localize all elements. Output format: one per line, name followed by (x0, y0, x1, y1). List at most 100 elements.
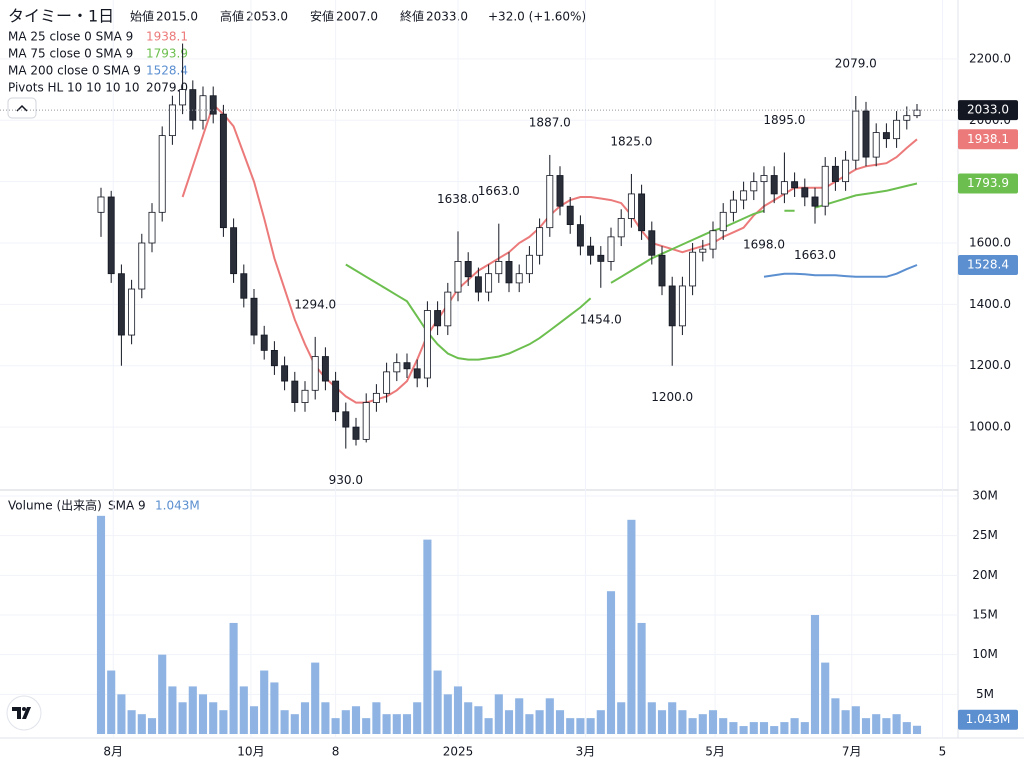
pivot-label: 1887.0 (529, 115, 571, 129)
volume-bar (647, 702, 656, 734)
x-tick-label: 8月 (103, 745, 123, 759)
candle-body (842, 159, 850, 183)
candle-body (260, 334, 268, 351)
x-tick-label: 5月 (705, 745, 725, 759)
ohlc-label: 終値 (400, 9, 424, 24)
ma-line (345, 182, 918, 361)
volume-bar (657, 710, 667, 734)
price-change: +32.0 (+1.60%) (488, 10, 586, 24)
volume-bar (770, 726, 779, 734)
volume-tick-label: 10M (972, 647, 998, 661)
pivot-label: 1895.0 (763, 113, 805, 127)
legend-value: 1528.4 (146, 64, 188, 78)
volume-bar (372, 702, 381, 734)
volume-bar (423, 539, 432, 734)
pivot-label: 1638.0 (437, 192, 479, 206)
volume-bar (117, 694, 126, 734)
volume-bar (402, 714, 412, 734)
ohlc-label: 安値 (310, 9, 334, 24)
candle-body (638, 193, 646, 232)
candle-body (831, 165, 839, 183)
volume-bar (790, 718, 799, 734)
volume-tick-label: 20M (972, 568, 998, 582)
candle-body (678, 285, 686, 327)
volume-bar (719, 718, 728, 734)
x-tick-label: 2025 (443, 745, 474, 759)
candle-body (913, 109, 921, 117)
candle-body (128, 288, 136, 336)
pivot-label: 1663.0 (794, 248, 836, 262)
volume-bar (749, 722, 758, 734)
volume-bar (260, 670, 269, 734)
volume-bar (198, 694, 208, 734)
volume-bar (637, 622, 646, 734)
volume-bar (688, 718, 697, 734)
candle-body (576, 224, 584, 247)
volume-bar (831, 698, 840, 734)
y-tick-label: 1000.0 (969, 420, 1011, 434)
volume-tick-label: 15M (972, 608, 998, 622)
candle-body (587, 245, 595, 256)
candle-body (556, 175, 564, 207)
pivot-label: 1454.0 (580, 312, 622, 326)
volume-bar (872, 714, 881, 734)
volume-bar (484, 718, 493, 734)
y-tick-label: 2200.0 (969, 51, 1011, 65)
collapse-button[interactable] (7, 97, 37, 119)
candle-body (750, 181, 758, 192)
candle-body (699, 248, 707, 253)
candle-body (403, 362, 411, 370)
volume-tick-label: 25M (972, 528, 998, 542)
legend-name: MA 25 close 0 SMA 9 (8, 30, 133, 44)
x-tick-label: 3月 (576, 745, 596, 759)
volume-bar (494, 694, 503, 734)
volume-bar (239, 686, 248, 734)
candle-body (485, 273, 493, 293)
candle-body (709, 230, 717, 250)
x-tick-label: 10月 (237, 745, 264, 759)
candle-body (546, 175, 554, 229)
candle-body (230, 227, 238, 275)
ma-line (763, 264, 918, 278)
y-tick-label: 1400.0 (969, 297, 1011, 311)
volume-bar (178, 702, 187, 734)
volume-bar (759, 722, 769, 734)
last-price-tag: 2033.0 (967, 103, 1009, 117)
volume-bar (525, 714, 534, 734)
candle-body (352, 426, 360, 440)
candle-body (903, 115, 911, 121)
candle-body (117, 273, 125, 336)
volume-bar (96, 515, 106, 734)
candle-body (760, 175, 768, 183)
ohlc-value: 2015.0 (156, 10, 198, 24)
volume-bar (474, 706, 483, 734)
candle-body (719, 211, 727, 232)
volume-bar (800, 722, 809, 734)
volume-bar (209, 702, 218, 734)
volume-bar (382, 714, 391, 734)
volume-bar (861, 718, 871, 734)
candle-body (270, 349, 278, 367)
candle-body (107, 196, 115, 275)
volume-bar (362, 718, 371, 734)
volume-bar (627, 519, 636, 734)
volume-bar (606, 591, 616, 734)
legend-name: Pivots HL 10 10 10 10 (8, 81, 140, 95)
volume-bar (392, 714, 401, 734)
volume-bar (443, 694, 452, 734)
collapse-icon (16, 104, 28, 112)
candle-body (882, 132, 890, 140)
volume-bar (280, 710, 289, 734)
candle-body (179, 89, 187, 106)
ohlc-label: 始値 (130, 9, 154, 24)
volume-bar (311, 662, 320, 734)
candle-body (219, 113, 227, 229)
volume-bar (566, 718, 575, 734)
candle-body (413, 368, 421, 379)
candle-body (821, 165, 829, 207)
candle-body (689, 251, 697, 287)
candle-body (852, 110, 860, 161)
candle-body (138, 242, 146, 290)
volume-bar (708, 710, 718, 734)
